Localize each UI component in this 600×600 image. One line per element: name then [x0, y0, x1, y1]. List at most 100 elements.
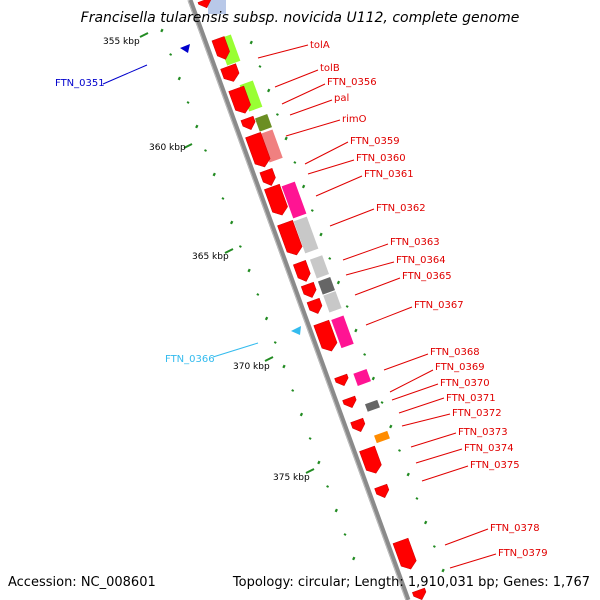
gene-arrow[interactable]	[228, 85, 253, 116]
cog-box-fm0356	[239, 80, 263, 112]
gc-dash	[380, 401, 384, 404]
genome-backbone	[187, 0, 411, 600]
gene-label-tola[interactable]: tolA	[310, 40, 330, 51]
gc-dash	[247, 268, 251, 273]
gc-dash	[258, 65, 262, 68]
gc-dash	[264, 316, 269, 321]
gene-label-ftn0365[interactable]: FTN_0365	[402, 271, 452, 282]
gene-label-rimo[interactable]: rimO	[342, 114, 367, 125]
gene-arrow[interactable]	[342, 395, 359, 410]
gene-arrow[interactable]	[350, 417, 367, 434]
gene-label-ftn0359[interactable]: FTN_0359	[350, 136, 400, 147]
scale-label-370: 370 kbp	[233, 362, 270, 372]
gene-label-ftn0379[interactable]: FTN_0379	[498, 548, 548, 559]
gene-label-pal[interactable]: pal	[334, 93, 349, 104]
gc-dash	[310, 209, 314, 212]
gene-arrow[interactable]	[392, 537, 418, 572]
gene-label-ftn0369[interactable]: FTN_0369	[435, 362, 485, 373]
gene-label-ftn0362[interactable]: FTN_0362	[376, 203, 426, 214]
gene-arrow[interactable]	[313, 319, 339, 354]
scale-label-375: 375 kbp	[273, 473, 310, 483]
gene-label-ftn0372[interactable]: FTN_0372	[452, 408, 502, 419]
cog-box-fm0364	[309, 255, 329, 279]
gene-label-ftn0361[interactable]: FTN_0361	[364, 169, 414, 180]
gc-dash	[345, 305, 349, 308]
gene-arrow[interactable]	[334, 373, 351, 388]
gene-label-tolb[interactable]: tolB	[320, 63, 340, 74]
gene-label-ftn0368[interactable]: FTN_0368	[430, 347, 480, 358]
gene-label-ftn0366[interactable]: FTN_0366	[165, 354, 215, 365]
gene-arrow[interactable]	[359, 445, 384, 476]
gc-dash	[308, 437, 312, 440]
gene-arrow[interactable]	[220, 63, 242, 85]
gc-dash	[204, 149, 207, 152]
gc-dash	[336, 280, 341, 285]
gene-label-ftn0374[interactable]: FTN_0374	[464, 443, 514, 454]
gc-dash	[432, 545, 436, 548]
gene-labels: FTN_0351 tolA tolB FTN_0356 pal rimO FTN…	[55, 40, 548, 559]
gene-arrows	[197, 0, 428, 600]
gene-label-ftn0371[interactable]: FTN_0371	[446, 393, 496, 404]
gene-arrow[interactable]	[412, 587, 428, 600]
gc-dash	[441, 568, 445, 573]
gene-arrow[interactable]	[277, 219, 305, 257]
gc-dash	[354, 328, 358, 333]
gc-dash	[334, 508, 338, 513]
gc-dash	[177, 76, 182, 81]
gc-dash	[273, 341, 277, 344]
gene-arrow[interactable]	[211, 36, 232, 61]
gc-dash	[229, 220, 234, 225]
gene-arrow[interactable]	[300, 281, 318, 300]
gc-dash	[291, 389, 295, 392]
gene-arrow[interactable]	[292, 260, 312, 283]
gene-label-ftn0367[interactable]: FTN_0367	[414, 300, 464, 311]
cog-box-fm0359	[259, 129, 283, 163]
gene-label-ftn0373[interactable]: FTN_0373	[458, 427, 508, 438]
gene-label-ftn0351[interactable]: FTN_0351	[55, 78, 105, 89]
gc-dash	[186, 101, 190, 104]
gene-label-ftn0360[interactable]: FTN_0360	[356, 153, 406, 164]
cog-box-fm0373	[374, 430, 390, 444]
gc-dash	[328, 257, 332, 260]
gc-dash	[195, 124, 199, 129]
gc-dash	[212, 172, 216, 177]
gc-dash	[293, 161, 297, 164]
genome-backbone-highlight	[187, 0, 407, 600]
gene-arrow[interactable]	[240, 115, 257, 132]
gc-dash	[267, 88, 271, 93]
cog-box-fm0362	[293, 216, 319, 254]
gene-label-ftn0363[interactable]: FTN_0363	[390, 237, 440, 248]
cog-box-fm0361	[281, 181, 307, 219]
gc-dash	[352, 556, 356, 561]
gc-dash	[423, 520, 428, 525]
cog-box-fm0365b	[323, 291, 342, 313]
gc-dash	[317, 460, 321, 465]
gene-arrow[interactable]	[264, 183, 289, 218]
label-leader-lines	[102, 44, 497, 569]
gc-dash	[389, 424, 393, 429]
gc-dash	[169, 53, 173, 56]
accession-text: Accession: NC_008601	[8, 575, 156, 590]
gc-dash	[301, 184, 306, 189]
gene-label-ftn0378[interactable]: FTN_0378	[490, 523, 540, 534]
gene-arrow[interactable]	[306, 297, 324, 316]
cog-box-fm0367	[331, 315, 354, 349]
gc-dash	[282, 364, 286, 369]
gene-arrow[interactable]	[245, 131, 273, 169]
scale-label-365: 365 kbp	[192, 252, 229, 262]
cog-box-rimo	[254, 114, 272, 132]
gc-dash	[238, 245, 242, 248]
gc-dash	[319, 232, 323, 237]
gc-dash	[275, 113, 279, 116]
gene-label-ftn0370[interactable]: FTN_0370	[440, 378, 490, 389]
topology-text: Topology: circular; Length: 1,910,031 bp…	[232, 575, 590, 590]
gene-arrow[interactable]	[197, 0, 213, 10]
gene-arrow[interactable]	[259, 167, 278, 187]
scale-ticks	[139, 32, 315, 474]
gene-label-ftn0375[interactable]: FTN_0375	[470, 460, 520, 471]
gc-dash	[415, 497, 419, 500]
gene-label-ftn0356[interactable]: FTN_0356	[327, 77, 377, 88]
gc-dash	[160, 28, 164, 33]
gene-label-ftn0364[interactable]: FTN_0364	[396, 255, 446, 266]
gene-arrow[interactable]	[374, 483, 391, 500]
